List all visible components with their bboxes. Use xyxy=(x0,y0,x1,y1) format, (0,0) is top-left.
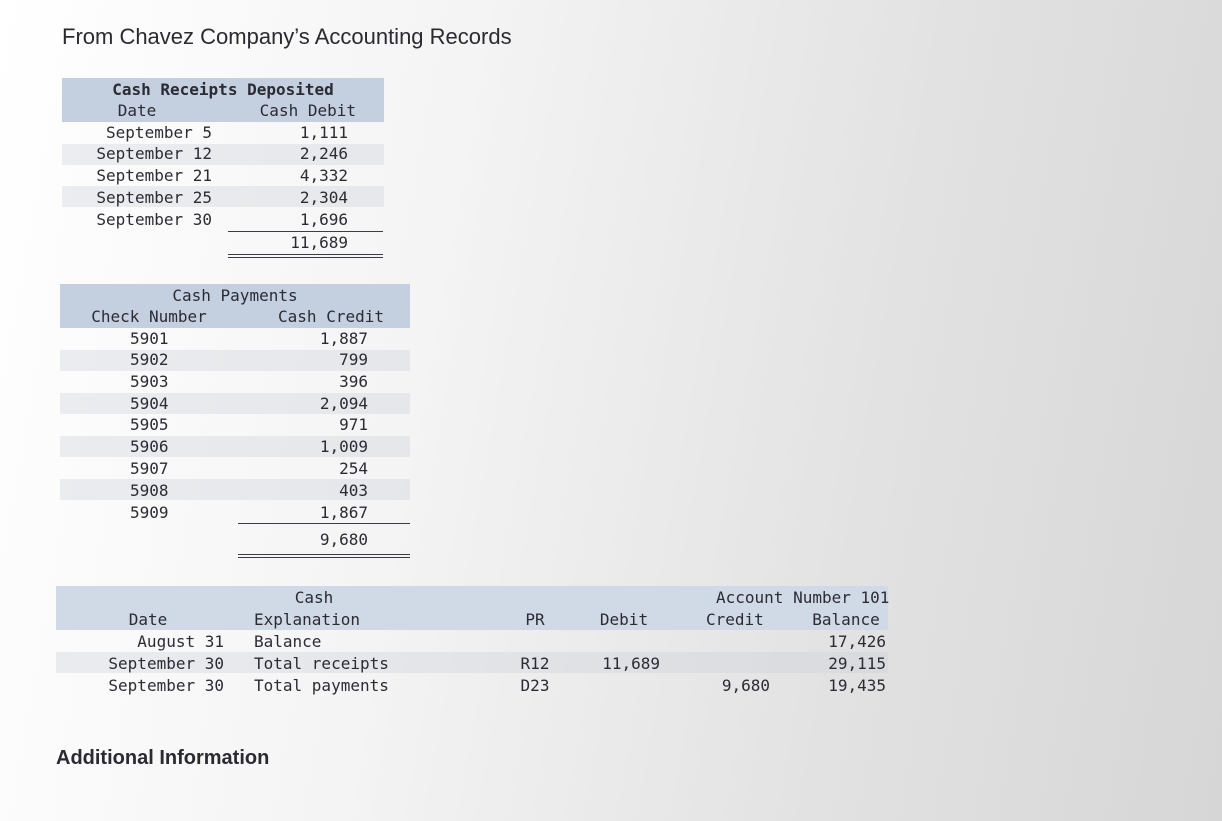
receipts-col-amount: Cash Debit xyxy=(259,101,356,120)
additional-information-heading: Additional Information xyxy=(56,747,270,769)
receipts-row-stripe xyxy=(62,186,384,207)
receipts-total-rule xyxy=(228,254,383,258)
payments-row-stripe xyxy=(60,350,410,371)
ledger-date: September 30 xyxy=(108,654,224,673)
ledger-balance: 17,426 xyxy=(828,632,886,651)
payments-col-amount: Cash Credit xyxy=(278,307,384,326)
receipts-row-stripe xyxy=(62,144,384,165)
receipts-title: Cash Receipts Deposited xyxy=(112,80,334,99)
receipt-amount: 1,111 xyxy=(299,123,348,142)
ledger-title: Cash xyxy=(294,588,334,607)
payments-row-stripe xyxy=(60,436,410,457)
page-title: From Chavez Company’s Accounting Records xyxy=(62,24,512,49)
payments-col-check: Check Number xyxy=(91,307,207,326)
receipts-col-date: Date xyxy=(117,101,157,120)
payment-amount: 971 xyxy=(339,415,368,434)
check-number: 5909 xyxy=(130,503,169,522)
payments-subtotal-rule xyxy=(238,523,410,524)
receipt-amount: 2,304 xyxy=(299,188,348,207)
ledger-col-pr: PR xyxy=(525,610,545,629)
receipts-subtotal-rule xyxy=(228,231,383,232)
ledger-credit: 9,680 xyxy=(721,676,770,695)
ledger-balance: 19,435 xyxy=(828,676,886,695)
payment-amount: 403 xyxy=(339,481,368,500)
ledger-balance: 29,115 xyxy=(828,654,886,673)
ledger-explanation: Total payments xyxy=(254,676,389,695)
payments-row-stripe xyxy=(60,393,410,414)
ledger-col-explanation: Explanation xyxy=(254,610,360,629)
receipt-amount: 1,696 xyxy=(299,210,348,229)
ledger-header-band xyxy=(56,586,888,630)
check-number: 5902 xyxy=(130,350,169,369)
ledger-col-date: Date xyxy=(128,610,168,629)
check-number: 5904 xyxy=(130,394,169,413)
ledger-date: September 30 xyxy=(108,676,224,695)
check-number: 5906 xyxy=(130,437,169,456)
ledger-col-debit: Debit xyxy=(599,610,649,629)
payment-amount: 2,094 xyxy=(319,394,368,413)
check-number: 5903 xyxy=(130,372,169,391)
receipt-date: September 30 xyxy=(96,210,212,229)
ledger-account-number: Account Number 101 xyxy=(716,588,890,607)
receipt-date: September 25 xyxy=(96,188,212,207)
ledger-explanation: Balance xyxy=(254,632,322,651)
check-number: 5901 xyxy=(130,329,169,348)
payment-amount: 396 xyxy=(339,372,368,391)
ledger-pr: D23 xyxy=(520,676,550,695)
ledger-explanation: Total receipts xyxy=(254,654,389,673)
ledger-col-credit: Credit xyxy=(706,610,764,629)
check-number: 5907 xyxy=(130,459,169,478)
ledger-date: August 31 xyxy=(137,632,224,651)
receipts-header-band xyxy=(62,78,384,122)
payment-amount: 1,009 xyxy=(319,437,368,456)
payment-amount: 1,867 xyxy=(319,503,368,522)
payments-header-band xyxy=(60,284,410,328)
ledger-debit: 11,689 xyxy=(602,654,660,673)
receipt-date: September 5 xyxy=(106,123,212,142)
check-number: 5905 xyxy=(130,415,169,434)
payments-total-rule xyxy=(238,554,410,558)
ledger-pr: R12 xyxy=(520,654,550,673)
receipt-amount: 4,332 xyxy=(299,166,348,185)
payment-amount: 1,887 xyxy=(319,329,368,348)
receipt-amount: 2,246 xyxy=(299,144,348,163)
payments-row-stripe xyxy=(60,479,410,500)
payment-amount: 799 xyxy=(339,350,368,369)
ledger-col-balance: Balance xyxy=(812,610,880,629)
check-number: 5908 xyxy=(130,481,169,500)
payment-amount: 254 xyxy=(339,459,368,478)
payments-title: Cash Payments xyxy=(172,286,298,305)
receipt-date: September 12 xyxy=(96,144,212,163)
ledger-row-stripe xyxy=(56,652,888,673)
payments-total: 9,680 xyxy=(319,530,368,549)
receipts-total: 11,689 xyxy=(290,233,348,252)
receipt-date: September 21 xyxy=(96,166,212,185)
